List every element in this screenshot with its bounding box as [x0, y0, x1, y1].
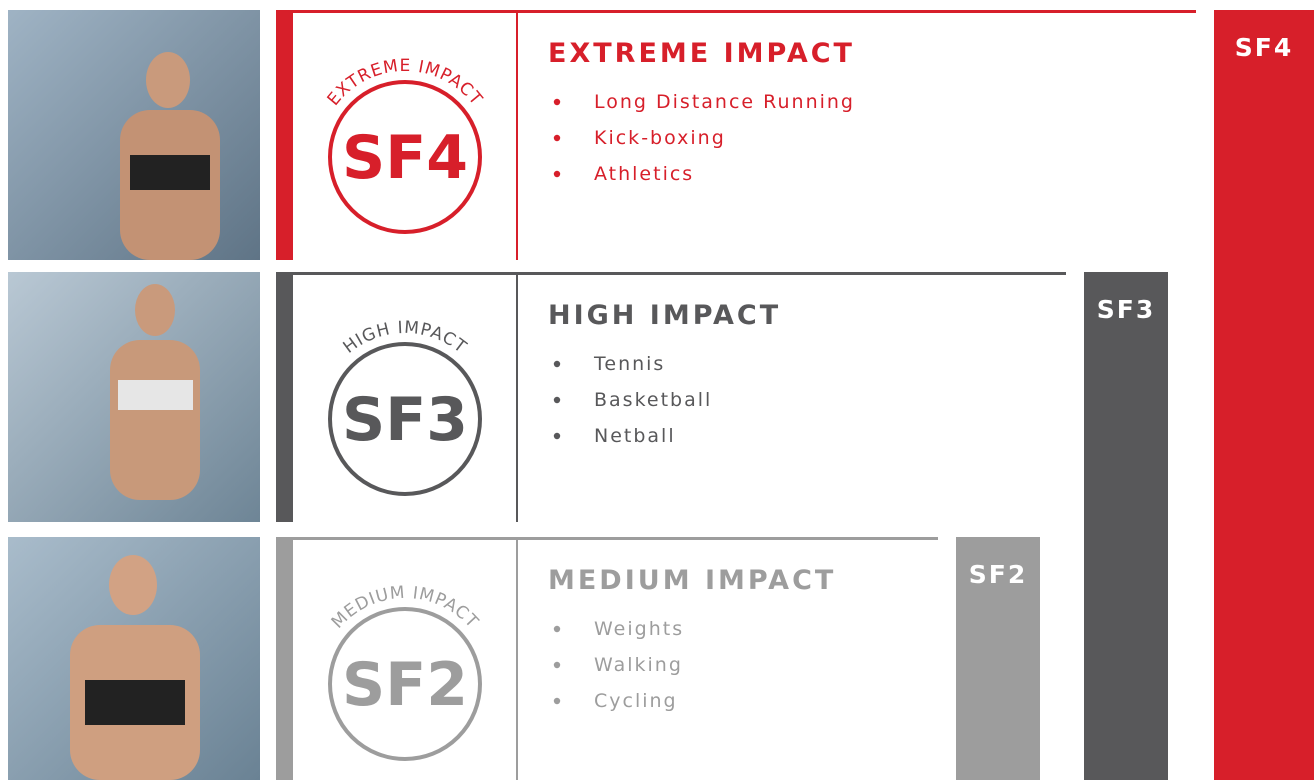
list-item: Basketball — [594, 389, 712, 411]
list-item: Kick-boxing — [594, 127, 726, 149]
bullet — [554, 698, 560, 704]
list-item: Long Distance Running — [594, 91, 855, 113]
bullet — [554, 135, 560, 141]
bullet — [554, 99, 560, 105]
list-item: Weights — [594, 618, 684, 640]
bullet — [554, 433, 560, 439]
badge-label: SF4 — [342, 123, 468, 193]
row-title: EXTREME IMPACT — [548, 38, 855, 69]
badge-arc-text: HIGH IMPACT — [340, 318, 471, 358]
tab-bar — [1214, 10, 1314, 780]
bullet — [554, 662, 560, 668]
photo-figure — [146, 52, 190, 108]
photo-figure — [85, 680, 185, 725]
photo-figure — [135, 284, 175, 336]
badge-arc-label: HIGH IMPACT — [340, 318, 471, 358]
list-item: Tennis — [593, 353, 665, 375]
tab-label: SF3 — [1097, 295, 1155, 324]
bullet — [554, 361, 560, 367]
photo-figure — [109, 555, 157, 615]
list-item: Athletics — [594, 163, 694, 185]
badge-label: SF2 — [342, 650, 468, 720]
photo-figure — [130, 155, 210, 190]
badge-label: SF3 — [342, 385, 468, 455]
list-item: Netball — [594, 425, 676, 447]
tab-label: SF4 — [1235, 33, 1293, 62]
side-bar — [276, 537, 293, 780]
row-title: MEDIUM IMPACT — [548, 565, 836, 596]
photos — [8, 10, 260, 780]
photo-figure — [110, 340, 200, 500]
tab-bar — [1084, 272, 1168, 780]
photo-figure — [118, 380, 193, 410]
bullet — [554, 397, 560, 403]
row-title: HIGH IMPACT — [548, 300, 781, 331]
list-item: Cycling — [594, 690, 678, 712]
tab-label: SF2 — [969, 560, 1027, 589]
infographic: SF4SF4EXTREME IMPACTEXTREME IMPACTLong D… — [0, 0, 1314, 780]
side-bar — [276, 10, 293, 260]
bullet — [554, 626, 560, 632]
side-bar — [276, 272, 293, 522]
bullet — [554, 171, 560, 177]
list-item: Walking — [594, 654, 683, 676]
